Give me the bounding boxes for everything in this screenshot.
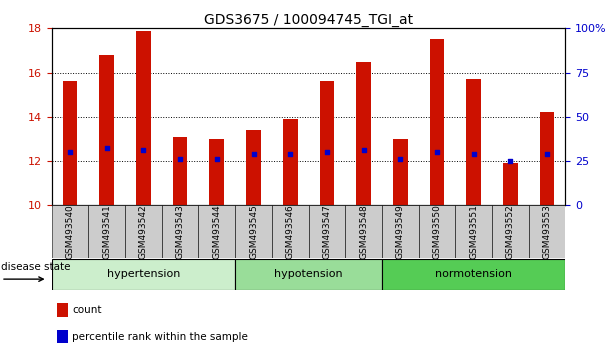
- Bar: [57, 330, 68, 343]
- Text: hypotension: hypotension: [274, 269, 343, 279]
- Text: GSM493543: GSM493543: [176, 205, 185, 259]
- Point: [249, 152, 258, 157]
- Bar: [162, 205, 198, 258]
- Point: [359, 147, 368, 153]
- Point: [175, 156, 185, 162]
- Bar: [136, 30, 151, 205]
- Text: GSM493547: GSM493547: [322, 205, 331, 259]
- Point: [505, 158, 515, 164]
- Bar: [235, 205, 272, 258]
- Point: [542, 152, 552, 157]
- Bar: [272, 205, 308, 258]
- Bar: [235, 259, 382, 290]
- Point: [469, 152, 478, 157]
- Bar: [52, 259, 235, 290]
- Bar: [430, 39, 444, 205]
- Text: GSM493553: GSM493553: [542, 204, 551, 259]
- Point: [212, 156, 222, 162]
- Bar: [210, 139, 224, 205]
- Text: GSM493541: GSM493541: [102, 205, 111, 259]
- Bar: [125, 205, 162, 258]
- Bar: [198, 205, 235, 258]
- Text: percentile rank within the sample: percentile rank within the sample: [72, 332, 248, 342]
- Bar: [356, 62, 371, 205]
- Bar: [382, 205, 419, 258]
- Bar: [308, 205, 345, 258]
- Bar: [466, 79, 481, 205]
- Bar: [345, 205, 382, 258]
- Bar: [283, 119, 297, 205]
- Text: GSM493545: GSM493545: [249, 205, 258, 259]
- Text: hypertension: hypertension: [107, 269, 180, 279]
- Point: [322, 149, 332, 155]
- Point: [395, 156, 405, 162]
- Text: count: count: [72, 305, 102, 315]
- Bar: [246, 130, 261, 205]
- Bar: [382, 259, 565, 290]
- Text: disease state: disease state: [1, 262, 71, 272]
- Bar: [99, 55, 114, 205]
- Bar: [88, 205, 125, 258]
- Text: GSM493552: GSM493552: [506, 205, 515, 259]
- Bar: [393, 139, 407, 205]
- Text: GSM493544: GSM493544: [212, 205, 221, 259]
- Bar: [52, 205, 88, 258]
- Bar: [540, 113, 554, 205]
- Title: GDS3675 / 100094745_TGI_at: GDS3675 / 100094745_TGI_at: [204, 13, 413, 27]
- Text: GSM493548: GSM493548: [359, 205, 368, 259]
- Point: [285, 152, 295, 157]
- Bar: [63, 81, 77, 205]
- Bar: [503, 163, 518, 205]
- Point: [139, 147, 148, 153]
- Bar: [455, 205, 492, 258]
- Bar: [529, 205, 565, 258]
- Text: GSM493549: GSM493549: [396, 205, 405, 259]
- Bar: [419, 205, 455, 258]
- Text: GSM493542: GSM493542: [139, 205, 148, 259]
- Text: GSM493551: GSM493551: [469, 204, 478, 259]
- Text: GSM493546: GSM493546: [286, 205, 295, 259]
- Bar: [492, 205, 529, 258]
- Bar: [57, 303, 68, 317]
- Text: GSM493550: GSM493550: [432, 204, 441, 259]
- Point: [102, 145, 112, 151]
- Point: [65, 149, 75, 155]
- Bar: [320, 81, 334, 205]
- Bar: [173, 137, 187, 205]
- Text: GSM493540: GSM493540: [66, 205, 75, 259]
- Text: normotension: normotension: [435, 269, 512, 279]
- Point: [432, 149, 442, 155]
